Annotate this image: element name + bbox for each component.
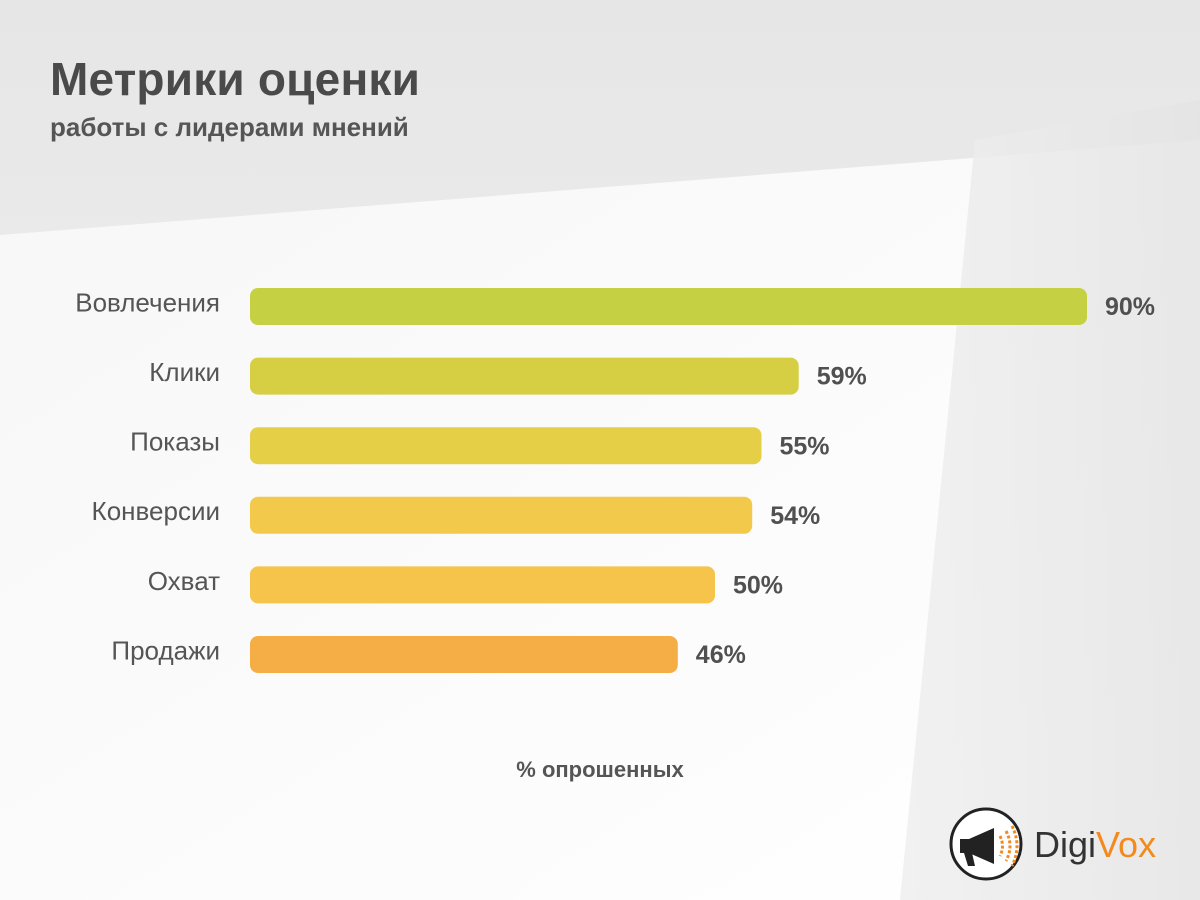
value-label-2: 59% bbox=[817, 363, 867, 391]
page-title: Метрики оценки bbox=[50, 53, 421, 105]
value-label-6: 46% bbox=[696, 641, 746, 669]
value-label-5: 50% bbox=[733, 572, 783, 600]
category-label-2: Клики bbox=[149, 357, 220, 387]
digivox-logo: DigiVox bbox=[948, 806, 1188, 886]
category-label-5: Охват bbox=[148, 566, 220, 596]
page-subtitle: работы с лидерами мнений bbox=[50, 112, 409, 142]
x-axis-label: % опрошенных bbox=[516, 757, 684, 782]
value-label-1: 90% bbox=[1105, 293, 1155, 321]
value-label-4: 54% bbox=[770, 502, 820, 530]
bar-5 bbox=[250, 566, 715, 604]
bar-6 bbox=[250, 636, 678, 673]
category-label-3: Показы bbox=[130, 427, 220, 457]
value-label-3: 55% bbox=[780, 432, 830, 460]
brand-name: DigiVox bbox=[1034, 824, 1156, 866]
brand-name-vox: Vox bbox=[1096, 824, 1157, 865]
bar-4 bbox=[250, 496, 753, 534]
bar-1 bbox=[250, 288, 1087, 325]
category-label-6: Продажи bbox=[111, 635, 220, 665]
category-label-1: Вовлечения bbox=[75, 287, 220, 317]
bar-2 bbox=[250, 357, 799, 395]
megaphone-icon bbox=[949, 807, 1023, 881]
brand-name-digi: Digi bbox=[1034, 824, 1097, 865]
category-label-4: Конверсии bbox=[92, 496, 220, 526]
bar-3 bbox=[250, 427, 762, 465]
